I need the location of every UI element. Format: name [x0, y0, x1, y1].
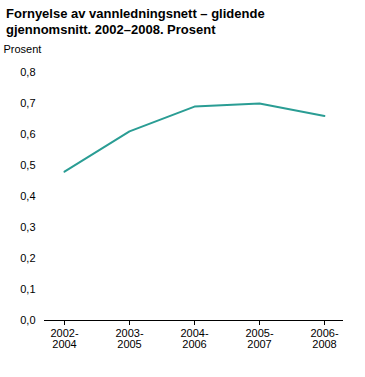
svg-text:2006-2008: 2006-2008 — [310, 327, 338, 350]
html-text:Fornyelse av vannledningsnett: Fornyelse av vannledningsnett – glidende… — [6, 6, 265, 37]
svg-text:Prosent: Prosent — [4, 43, 42, 55]
svg-text:2002-2004: 2002-2004 — [50, 327, 78, 350]
svg-text:0,1: 0,1 — [20, 283, 35, 295]
svg-text:0,2: 0,2 — [20, 252, 35, 264]
svg-text:0,4: 0,4 — [20, 190, 35, 202]
svg-text:2004-2006: 2004-2006 — [180, 327, 208, 350]
svg-text:0,8: 0,8 — [20, 66, 35, 78]
svg-text:0,7: 0,7 — [20, 97, 35, 109]
svg-text:0,5: 0,5 — [20, 159, 35, 171]
svg-text:0,0: 0,0 — [20, 314, 35, 326]
svg-text:2005-2007: 2005-2007 — [245, 327, 273, 350]
svg-text:0,3: 0,3 — [20, 221, 35, 233]
svg-text:2003-2005: 2003-2005 — [115, 327, 143, 350]
svg-text:0,6: 0,6 — [20, 128, 35, 140]
